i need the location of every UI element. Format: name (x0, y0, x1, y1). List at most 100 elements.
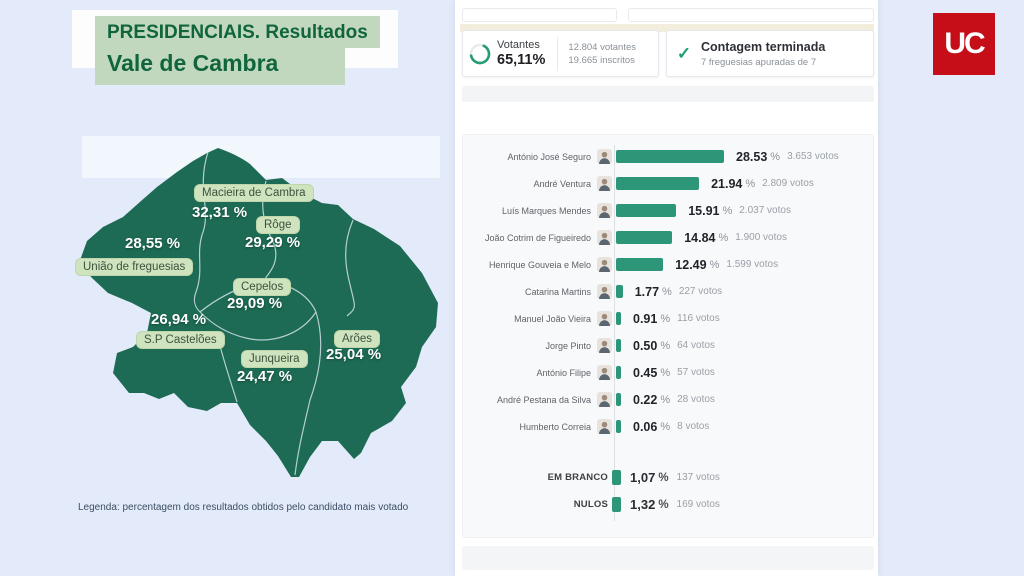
result-bar (616, 420, 621, 433)
turnout-label: Votantes (497, 39, 540, 51)
chart-row: André Ventura 21.94 % 2.809 votos (463, 170, 873, 197)
percent-sign: % (745, 177, 756, 190)
percent-sign: % (662, 285, 672, 298)
chart-row: João Cotrim de Figueiredo 14.84 % 1.900 … (463, 224, 873, 251)
chart-row: António José Seguro 28.53 % 3.653 votos (463, 143, 873, 170)
region-percent: 29,09 % (227, 295, 283, 312)
result-percent: 14.84 (684, 230, 716, 245)
result-percent: 1.77 (634, 284, 660, 299)
other-votes: 169 votos (676, 499, 720, 510)
tab-stub-left[interactable] (462, 8, 617, 22)
region-percent: 32,31 % (192, 204, 248, 221)
count-status-title: Contagem terminada (701, 39, 826, 54)
percent-sign: % (709, 258, 720, 271)
result-bar (616, 366, 621, 379)
chart-row-other: EM BRANCO 1,07 % 137 votos (463, 464, 873, 491)
other-bar (612, 470, 621, 485)
region-label: União de freguesias (75, 258, 194, 276)
candidate-name: Humberto Correia (519, 421, 591, 432)
other-bar (612, 497, 621, 512)
decor-strip (460, 24, 874, 32)
result-bar (616, 258, 664, 271)
card-divider (557, 36, 559, 71)
region-percent: 28,55 % (125, 235, 181, 252)
result-percent: 0.06 (633, 419, 658, 434)
percent-sign: % (658, 471, 669, 484)
municipality-map: Macieira de Cambra 32,31 % Rôge 29,29 % Uniã… (70, 136, 450, 490)
region-percent: 24,47 % (237, 368, 293, 385)
title-line-2: Vale de Cambra (95, 48, 345, 85)
candidate-name: Manuel João Vieira (514, 313, 591, 324)
region-label: Macieira de Cambra (194, 184, 314, 202)
blank-null-rows: EM BRANCO 1,07 % 137 votos NULOS 1,32 % … (463, 464, 873, 518)
result-bar (616, 393, 621, 406)
footer-strip (462, 546, 874, 570)
candidate-name: Henrique Gouveia e Melo (488, 259, 591, 270)
turnout-registered: 19.665 inscritos (568, 54, 635, 66)
map-backing (82, 136, 440, 178)
result-votes: 28 votos (677, 394, 715, 405)
turnout-ring-icon (463, 42, 497, 66)
candidate-name: Jorge Pinto (545, 340, 591, 351)
map-region-fill (79, 148, 438, 477)
candidate-avatar (597, 419, 612, 434)
result-votes: 2.809 votos (762, 178, 814, 189)
region-percent: 25,04 % (326, 346, 382, 363)
chart-row: Jorge Pinto 0.50 % 64 votos (463, 332, 873, 359)
chart-row: André Pestana da Silva 0.22 % 28 votos (463, 386, 873, 413)
title-line-1: PRESIDENCIAIS. Resultados (95, 16, 380, 48)
results-panel: Votantes 65,11% 12.804 votantes 19.665 i… (455, 0, 878, 576)
results-chart: António José Seguro 28.53 % 3.653 votos … (462, 134, 874, 538)
count-status-card: ✓ Contagem terminada 7 freguesias apurad… (666, 30, 874, 77)
result-percent: 21.94 (711, 176, 743, 191)
tab-stub-right[interactable] (628, 8, 874, 22)
other-votes: 137 votos (676, 472, 720, 483)
section-strip (462, 86, 874, 102)
result-votes: 116 votos (677, 313, 720, 324)
candidate-avatar (597, 284, 612, 299)
percent-sign: % (770, 150, 781, 163)
map-legend-note: Legenda: percentagem dos resultados obti… (78, 502, 409, 513)
percent-sign: % (722, 204, 733, 217)
chart-row: Humberto Correia 0.06 % 8 votos (463, 413, 873, 440)
result-percent: 0.91 (633, 311, 658, 326)
candidate-avatar (597, 338, 612, 353)
result-bar (616, 150, 724, 163)
result-votes: 3.653 votos (787, 151, 839, 162)
percent-sign: % (660, 339, 671, 352)
candidate-name: António José Seguro (507, 151, 591, 162)
region-label: Arões (334, 330, 381, 348)
result-bar (616, 204, 677, 217)
candidate-avatar (597, 149, 612, 164)
checkmark-icon: ✓ (676, 43, 692, 63)
candidate-name: António Filipe (536, 367, 591, 378)
result-percent: 0.45 (633, 365, 658, 380)
chart-axis (614, 145, 615, 521)
candidate-avatar (597, 392, 612, 407)
result-bar (616, 231, 673, 244)
result-votes: 1.599 votos (726, 259, 779, 270)
candidate-name: Luís Marques Mendes (501, 205, 591, 216)
result-votes: 8 votos (677, 421, 710, 432)
chart-row: Henrique Gouveia e Melo 12.49 % 1.599 vo… (463, 251, 873, 278)
chart-row-other: NULOS 1,32 % 169 votos (463, 491, 873, 518)
result-percent: 28.53 (736, 149, 768, 164)
candidate-avatar (597, 365, 612, 380)
result-votes: 57 votos (677, 367, 715, 378)
uc-logo[interactable]: UC (933, 13, 995, 75)
candidate-avatar (597, 311, 612, 326)
other-label: NULOS (573, 499, 608, 510)
candidate-avatar (597, 203, 612, 218)
result-votes: 1.900 votos (735, 232, 787, 243)
result-votes: 64 votos (677, 340, 715, 351)
count-status-subtitle: 7 freguesias apuradas de 7 (701, 56, 817, 68)
region-label: S.P Castelões (136, 331, 225, 349)
region-label: Junqueira (241, 350, 308, 368)
result-percent: 0.50 (633, 338, 658, 353)
chart-row: Catarina Martins 1.77 % 227 votos (463, 278, 873, 305)
result-percent: 15.91 (688, 203, 720, 218)
chart-row: Manuel João Vieira 0.91 % 116 votos (463, 305, 873, 332)
result-votes: 2.037 votos (739, 205, 791, 216)
result-percent: 0.22 (633, 392, 658, 407)
region-label: Rôge (256, 216, 300, 234)
